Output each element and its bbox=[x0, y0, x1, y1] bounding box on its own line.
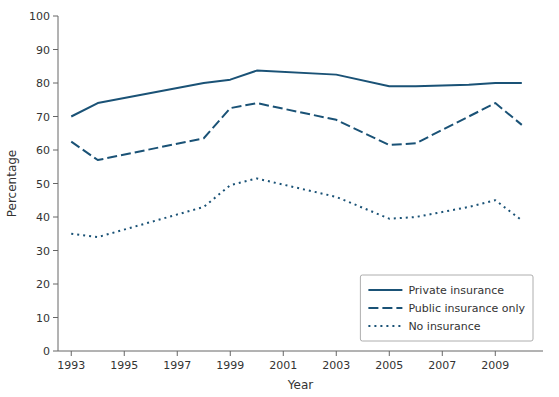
legend-label: Private insurance bbox=[408, 284, 504, 297]
y-tick bbox=[53, 351, 58, 352]
plot-area bbox=[71, 71, 522, 237]
y-tick bbox=[53, 150, 58, 151]
x-tick bbox=[230, 351, 231, 356]
y-axis-label: Percentage bbox=[5, 150, 19, 218]
y-tick bbox=[53, 83, 58, 84]
x-tick-label: 1999 bbox=[216, 359, 244, 372]
x-tick bbox=[442, 351, 443, 356]
x-tick bbox=[71, 351, 72, 356]
y-tick-label: 60 bbox=[36, 144, 50, 157]
y-tick bbox=[53, 250, 58, 251]
legend-swatch bbox=[368, 289, 402, 291]
y-tick bbox=[53, 116, 58, 117]
y-tick-label: 30 bbox=[36, 245, 50, 258]
y-tick-label: 90 bbox=[36, 44, 50, 57]
legend-label: Public insurance only bbox=[408, 302, 525, 315]
y-tick bbox=[53, 217, 58, 218]
chart: 1993199519971999200120032005200720090102… bbox=[0, 0, 559, 397]
legend-box bbox=[360, 275, 533, 341]
x-tick bbox=[177, 351, 178, 356]
y-tick bbox=[53, 317, 58, 318]
series-line bbox=[71, 71, 522, 117]
y-tick bbox=[53, 284, 58, 285]
x-tick bbox=[389, 351, 390, 356]
x-tick-label: 1995 bbox=[110, 359, 138, 372]
x-tick-label: 2007 bbox=[428, 359, 456, 372]
x-tick bbox=[495, 351, 496, 356]
y-tick-label: 80 bbox=[36, 77, 50, 90]
y-tick-label: 20 bbox=[36, 278, 50, 291]
y-tick bbox=[53, 183, 58, 184]
series-line bbox=[71, 178, 522, 237]
x-tick bbox=[124, 351, 125, 356]
x-axis-label: Year bbox=[287, 378, 313, 392]
x-tick-label: 2009 bbox=[481, 359, 509, 372]
y-tick-label: 10 bbox=[36, 312, 50, 325]
y-tick-label: 70 bbox=[36, 111, 50, 124]
y-tick-label: 100 bbox=[29, 10, 50, 23]
y-tick bbox=[53, 16, 58, 17]
legend-swatch bbox=[368, 307, 402, 309]
y-tick-label: 50 bbox=[36, 178, 50, 191]
y-tick-label: 40 bbox=[36, 211, 50, 224]
x-axis-line bbox=[58, 351, 543, 352]
y-tick-label: 0 bbox=[43, 345, 50, 358]
legend: Private insurance Public insurance only No… bbox=[360, 275, 533, 341]
x-tick-label: 2003 bbox=[322, 359, 350, 372]
legend-swatch bbox=[368, 325, 402, 327]
y-tick bbox=[53, 49, 58, 50]
x-tick-label: 1997 bbox=[163, 359, 191, 372]
legend-label: No insurance bbox=[408, 320, 480, 333]
x-tick-label: 2005 bbox=[375, 359, 403, 372]
x-tick bbox=[283, 351, 284, 356]
x-tick-label: 1993 bbox=[57, 359, 85, 372]
chart-container: 1993199519971999200120032005200720090102… bbox=[0, 0, 559, 397]
x-tick bbox=[336, 351, 337, 356]
x-tick-label: 2001 bbox=[269, 359, 297, 372]
series-line bbox=[71, 103, 522, 160]
